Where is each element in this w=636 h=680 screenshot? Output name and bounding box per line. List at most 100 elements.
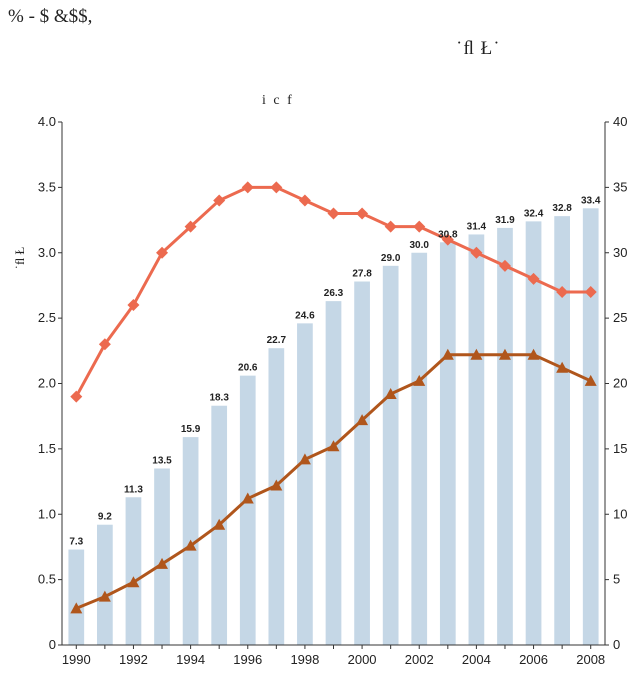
- diamond-point-2001: [384, 220, 397, 233]
- diamond-point-2005: [498, 259, 511, 272]
- y-right-tick-label: 20: [613, 376, 627, 391]
- triangle-point-1994: [184, 539, 197, 551]
- bar-2005: [497, 227, 513, 645]
- y-left-tick-label: 3.5: [38, 179, 56, 194]
- diamond-point-1999: [327, 207, 340, 220]
- bar-1992: [125, 497, 142, 645]
- y-left-tick-label: 2.0: [38, 376, 56, 391]
- diamond-point-2002: [413, 220, 426, 233]
- diamond-point-2006: [527, 272, 540, 285]
- x-tick-label: 1996: [233, 652, 262, 667]
- y-right-tick-label: 40: [613, 114, 627, 129]
- bar-1998: [297, 323, 313, 645]
- triangle-point-2000: [356, 414, 369, 426]
- x-tick-label: 1990: [62, 652, 91, 667]
- diamond-point-1996: [241, 181, 254, 194]
- y-left-tick-label: 0.5: [38, 572, 56, 587]
- y-right-tick-label: 5: [613, 572, 620, 587]
- bar-2007: [554, 216, 570, 645]
- bar-label-2000: 27.8: [352, 269, 372, 280]
- diamond-point-2004: [470, 246, 483, 259]
- diamond-point-1992: [127, 299, 140, 312]
- triangle-point-1991: [98, 590, 111, 602]
- bar-label-2001: 29.0: [381, 253, 401, 264]
- bar-label-1999: 26.3: [324, 288, 344, 299]
- bar-label-2002: 30.0: [410, 240, 430, 251]
- bar-2008: [582, 208, 599, 646]
- x-tick-label: 1992: [119, 652, 148, 667]
- triangle-point-2006: [527, 348, 540, 360]
- bar-2006: [525, 221, 542, 645]
- bar-1999: [325, 301, 342, 645]
- bar-label-1993: 13.5: [152, 455, 172, 466]
- x-tick-label: 1998: [290, 652, 319, 667]
- y-left-tick-label: 3.0: [38, 245, 56, 260]
- bar-1996: [239, 375, 256, 645]
- triangle-point-1990: [70, 602, 83, 614]
- y-left-tick-label: 2.5: [38, 310, 56, 325]
- bar-label-1997: 22.7: [267, 335, 287, 346]
- chart-title: i c f: [262, 93, 294, 108]
- bar-1991: [97, 524, 113, 645]
- diamond-point-1994: [184, 220, 197, 233]
- y-right-tick-label: 30: [613, 245, 627, 260]
- bar-label-2008: 33.4: [581, 195, 601, 206]
- diamond-point-2003: [441, 233, 454, 246]
- diamond-point-2000: [356, 207, 369, 220]
- bar-label-2005: 31.9: [495, 215, 515, 226]
- bar-label-2004: 31.4: [467, 221, 487, 232]
- bar-label-2003: 30.8: [438, 229, 458, 240]
- diamond-point-1990: [70, 390, 83, 403]
- y-right-tick-label: 10: [613, 506, 627, 521]
- x-tick-label: 2000: [348, 652, 377, 667]
- bar-2001: [382, 265, 399, 645]
- bar-1990: [68, 549, 85, 645]
- diamond-point-1993: [156, 246, 169, 259]
- triangle-point-2001: [384, 387, 397, 399]
- bar-1993: [154, 468, 170, 645]
- bar-label-1994: 15.9: [181, 424, 201, 435]
- triangle-point-1998: [298, 453, 311, 465]
- line-series: [70, 181, 597, 614]
- x-tick-label: 2002: [405, 652, 434, 667]
- diamond-point-1997: [270, 181, 283, 194]
- bar-2004: [468, 234, 485, 645]
- triangle-point-1996: [241, 492, 254, 504]
- diamond-point-2008: [584, 285, 597, 298]
- diamond-point-1995: [213, 194, 226, 207]
- bar-label-1998: 24.6: [295, 310, 315, 321]
- axes: 0 0.5 1.0 1.5 2.0 2.5 3.0 3.5 4.0 0 5 10 15 20 25 30 35 4…: [38, 114, 628, 667]
- triangle-point-2003: [441, 348, 454, 360]
- y-left-tick-label: 4.0: [38, 114, 56, 129]
- header-left-text: % - $ &$$,: [8, 6, 93, 27]
- bar-2002: [411, 252, 428, 645]
- bar-label-1990: 7.3: [69, 537, 83, 548]
- triangle-point-1992: [127, 576, 140, 588]
- diamond-point-1991: [98, 338, 111, 351]
- bar-label-2007: 32.8: [552, 203, 572, 214]
- triangle-point-1993: [156, 557, 169, 569]
- bar-label-1996: 20.6: [238, 363, 258, 374]
- data-labels: 7.3 9.2 11.3 13.5 15.9 18.3 20.6 22.7 24.6 26.3 27…: [69, 195, 601, 547]
- diamond-point-2007: [556, 285, 569, 298]
- y-right-tick-label: 35: [613, 179, 627, 194]
- triangle-point-2005: [498, 348, 511, 360]
- bar-2000: [354, 281, 370, 645]
- triangle-point-1995: [213, 518, 226, 530]
- x-tick-label: 1994: [176, 652, 205, 667]
- y-right-tick-label: 0: [613, 637, 620, 652]
- y-right-tick-label: 15: [613, 441, 627, 456]
- y-left-tick-label: 1.5: [38, 441, 56, 456]
- y-left-tick-label: 0: [49, 637, 56, 652]
- x-tick-label: 2008: [576, 652, 605, 667]
- triangle-point-2007: [556, 361, 569, 373]
- triangle-point-2002: [413, 374, 426, 386]
- bar-label-1992: 11.3: [124, 484, 143, 495]
- bar-label-1995: 18.3: [209, 393, 229, 404]
- triangle-point-1997: [270, 479, 283, 491]
- triangle-point-2004: [470, 348, 483, 360]
- y-left-tick-label: 1.0: [38, 506, 56, 521]
- diamond-point-1998: [298, 194, 311, 207]
- x-tick-label: 2004: [462, 652, 491, 667]
